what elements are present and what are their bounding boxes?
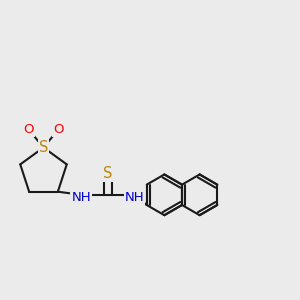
- Text: S: S: [103, 166, 113, 181]
- Text: NH: NH: [71, 191, 91, 205]
- Text: O: O: [53, 123, 64, 136]
- Text: O: O: [23, 123, 34, 136]
- Text: S: S: [39, 140, 48, 155]
- Text: NH: NH: [125, 191, 144, 205]
